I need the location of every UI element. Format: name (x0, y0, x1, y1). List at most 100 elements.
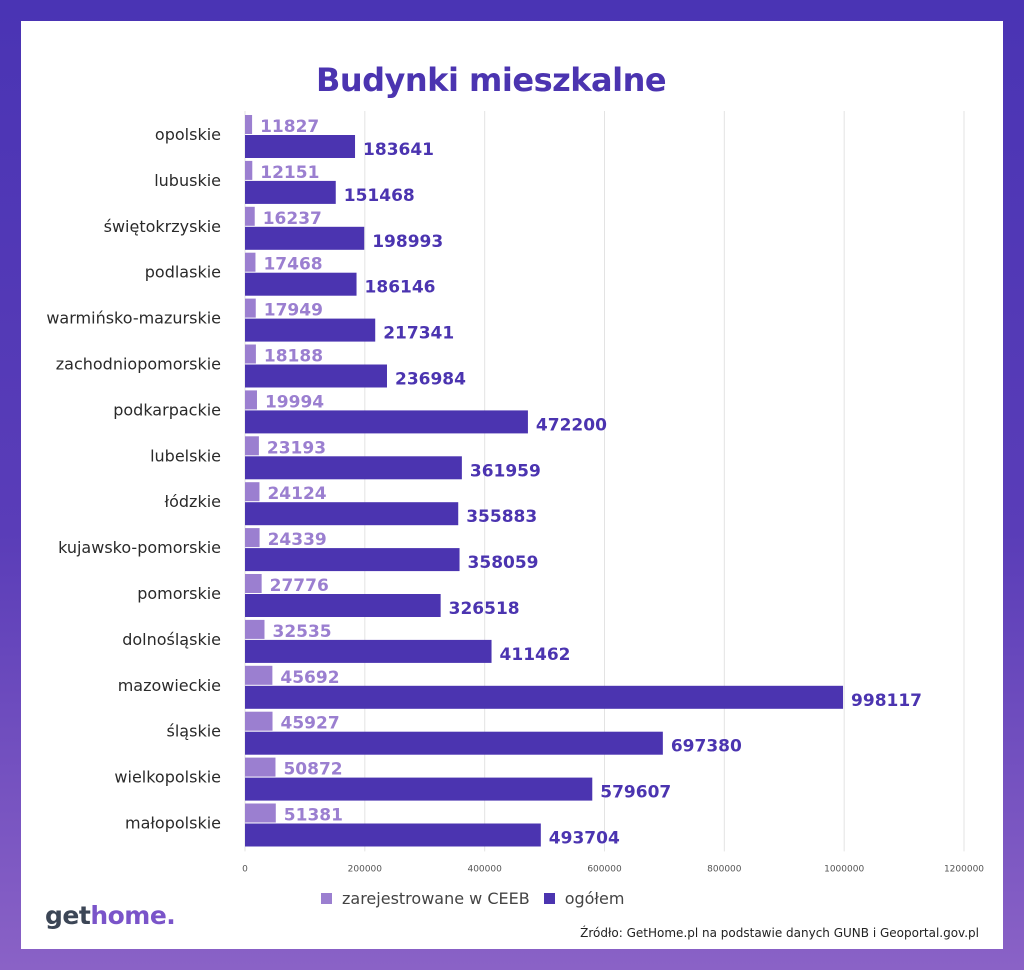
chart-card: Budynki mieszkalne 0 200000 400000 600000 80… (21, 21, 1003, 949)
bar-ceeb (245, 803, 276, 823)
bar-ceeb (245, 252, 256, 272)
category-label: kujawsko-pomorskie (58, 538, 221, 557)
data-label-ceeb: 11827 (260, 117, 319, 137)
bar-total (245, 823, 541, 847)
chart-legend: zarejestrowane w CEEB ogółem (321, 889, 624, 908)
data-label-ceeb: 24339 (268, 530, 327, 550)
bar-ceeb (245, 711, 273, 731)
x-tick-label: 0 (242, 864, 248, 874)
data-label-ceeb: 16237 (263, 209, 322, 229)
data-label-total: 998117 (851, 691, 922, 711)
legend-label-total: ogółem (564, 889, 625, 908)
data-label-total: 183641 (363, 140, 434, 160)
legend-swatch-total (543, 893, 555, 904)
bar-ceeb (245, 206, 255, 226)
data-label-ceeb: 24124 (267, 484, 326, 504)
legend-item-total: ogółem (543, 889, 625, 908)
bar-total (245, 456, 462, 480)
bar-ceeb (245, 574, 262, 593)
data-label-total: 411462 (500, 645, 571, 665)
category-label: opolskie (155, 125, 221, 144)
bar-ceeb (245, 115, 253, 134)
data-label-ceeb: 32535 (272, 622, 331, 642)
x-tick-label: 1200000 (944, 864, 984, 874)
logo-part-home: home. (90, 901, 176, 930)
bar-ceeb (245, 619, 265, 639)
legend-swatch-ceeb (321, 893, 332, 904)
legend-label-ceeb: zarejestrowane w CEEB (342, 889, 530, 908)
source-note: Źródło: GetHome.pl na podstawie danych G… (580, 926, 979, 940)
data-label-ceeb: 50872 (283, 760, 342, 780)
bar-total (245, 685, 844, 709)
bar-total (245, 548, 460, 572)
bar-total (245, 135, 356, 158)
category-label: podlaskie (145, 263, 221, 282)
data-label-total: 358059 (468, 553, 539, 573)
data-label-ceeb: 23193 (267, 438, 326, 458)
category-label: zachodniopomorskie (56, 355, 221, 374)
bar-total (245, 272, 357, 296)
bar-ceeb (245, 344, 256, 364)
x-tick-label: 400000 (467, 864, 502, 874)
data-label-ceeb: 17468 (263, 255, 322, 275)
data-label-total: 472200 (536, 415, 607, 435)
data-label-ceeb: 45692 (280, 668, 339, 688)
bar-ceeb (245, 298, 256, 318)
x-tick-label: 600000 (587, 864, 622, 874)
data-label-total: 355883 (466, 507, 537, 527)
data-label-ceeb: 19994 (265, 392, 324, 412)
data-label-total: 198993 (372, 232, 443, 252)
x-tick-label: 800000 (707, 864, 742, 874)
category-label: warmińsko-mazurskie (46, 309, 221, 328)
bar-ceeb (245, 160, 253, 180)
category-label: podkarpackie (113, 400, 221, 419)
bar-total (245, 594, 441, 617)
category-label: lubelskie (150, 446, 221, 465)
category-label: pomorskie (137, 584, 221, 603)
bar-total (245, 318, 376, 342)
data-label-ceeb: 45927 (281, 714, 340, 734)
bar-total (245, 180, 336, 204)
category-label: dolnośląskie (122, 630, 221, 649)
data-label-total: 236984 (395, 370, 466, 390)
bar-ceeb (245, 528, 260, 548)
bar-total (245, 410, 528, 434)
data-label-total: 493704 (549, 829, 620, 849)
data-label-ceeb: 12151 (260, 163, 319, 183)
bar-ceeb (245, 757, 276, 777)
category-label: świętokrzyskie (104, 217, 221, 236)
bar-ceeb (245, 390, 257, 410)
bar-total (245, 731, 663, 755)
logo-part-get: get (45, 901, 91, 930)
data-label-total: 326518 (449, 599, 520, 619)
category-label: mazowieckie (118, 676, 221, 695)
data-label-total: 579607 (600, 783, 671, 803)
category-label: łódzkie (165, 492, 221, 511)
chart-title: Budynki mieszkalne (315, 61, 667, 99)
data-label-total: 186146 (365, 278, 436, 298)
data-label-ceeb: 27776 (270, 576, 329, 596)
bar-total (245, 639, 492, 663)
bar-total (245, 502, 459, 526)
data-label-ceeb: 51381 (284, 806, 343, 826)
bar-ceeb (245, 436, 259, 456)
bar-chart: 0 200000 400000 600000 800000 1000000 1200000 o… (46, 111, 984, 874)
data-label-ceeb: 17949 (264, 301, 323, 321)
bar-ceeb (245, 482, 260, 502)
data-label-total: 697380 (671, 737, 742, 757)
data-label-ceeb: 18188 (264, 347, 323, 367)
data-label-total: 361959 (470, 461, 541, 481)
bar-total (245, 226, 365, 250)
category-label: wielkopolskie (114, 768, 221, 787)
data-label-total: 151468 (344, 186, 415, 206)
x-tick-label: 1000000 (824, 864, 864, 874)
bar-ceeb (245, 665, 273, 685)
category-label: małopolskie (125, 814, 221, 833)
gethome-logo: gethome. (45, 901, 176, 930)
x-tick-label: 200000 (348, 864, 383, 874)
category-label: śląskie (167, 722, 221, 741)
data-label-total: 217341 (383, 324, 454, 344)
bar-total (245, 364, 387, 388)
legend-item-ceeb: zarejestrowane w CEEB (321, 889, 530, 908)
category-label: lubuskie (154, 171, 221, 190)
